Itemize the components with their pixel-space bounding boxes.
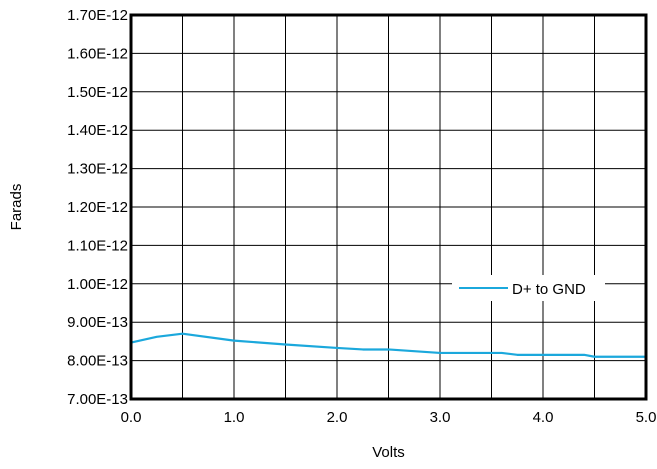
x-tick-label: 0.0 bbox=[121, 409, 142, 426]
grid bbox=[131, 15, 646, 399]
series-layer bbox=[130, 332, 646, 358]
y-tick-label: 1.70E-12 bbox=[67, 7, 128, 24]
x-axis-label: Volts bbox=[372, 444, 405, 461]
legend: D+ to GND bbox=[452, 275, 605, 301]
series-line-d-plus-to-gnd bbox=[130, 332, 646, 358]
y-tick-label: 8.00E-13 bbox=[67, 353, 128, 370]
y-axis-label: Farads bbox=[8, 184, 25, 231]
y-tick-label: 1.50E-12 bbox=[67, 84, 128, 101]
plot-frame bbox=[129, 13, 648, 401]
y-tick-label: 1.60E-12 bbox=[67, 45, 128, 62]
y-tick-label: 1.00E-12 bbox=[67, 276, 128, 293]
x-tick-label: 1.0 bbox=[224, 409, 245, 426]
y-tick-label: 1.10E-12 bbox=[67, 237, 128, 254]
x-tick-label: 2.0 bbox=[327, 409, 348, 426]
y-tick-label: 1.20E-12 bbox=[67, 199, 128, 216]
y-tick-label: 1.40E-12 bbox=[67, 122, 128, 139]
y-tick-label: 7.00E-13 bbox=[67, 391, 128, 408]
y-tick-label: 9.00E-13 bbox=[67, 314, 128, 331]
x-tick-label: 5.0 bbox=[636, 409, 657, 426]
x-axis-ticks: 0.0 1.0 2.0 3.0 4.0 5.0 bbox=[121, 409, 657, 426]
legend-label-d-plus-to-gnd: D+ to GND bbox=[512, 281, 586, 298]
x-tick-label: 4.0 bbox=[533, 409, 554, 426]
y-axis-ticks: 7.00E-13 8.00E-13 9.00E-13 1.00E-12 1.10E-12… bbox=[67, 7, 128, 408]
x-tick-label: 3.0 bbox=[430, 409, 451, 426]
y-tick-label: 1.30E-12 bbox=[67, 161, 128, 178]
